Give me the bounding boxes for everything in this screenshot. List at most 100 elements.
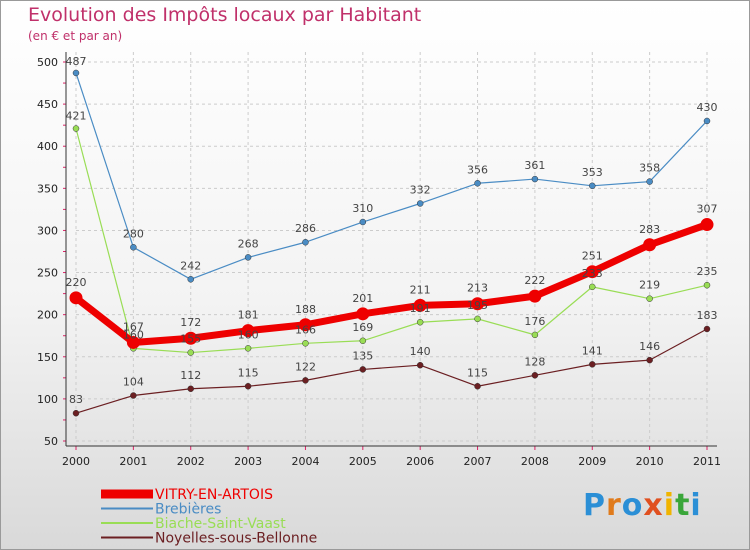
y-tick-label: 450 <box>37 98 58 111</box>
data-label: 195 <box>467 299 488 312</box>
data-point <box>585 265 599 279</box>
x-tick-label: 2007 <box>464 455 492 468</box>
y-tick-label: 350 <box>37 182 58 195</box>
data-label: 358 <box>639 162 660 175</box>
data-point <box>241 324 255 338</box>
data-point <box>416 361 424 369</box>
data-point <box>474 180 481 187</box>
data-point <box>589 283 596 291</box>
data-point <box>703 281 711 289</box>
series-line-2 <box>75 128 708 354</box>
data-point <box>244 345 252 352</box>
data-point <box>359 366 367 373</box>
data-point <box>359 337 367 345</box>
logo-letter: P <box>583 488 606 523</box>
data-point <box>302 340 309 347</box>
x-tick-label: 2005 <box>349 455 377 468</box>
data-label: 181 <box>238 309 259 322</box>
data-point <box>302 377 309 384</box>
data-label: 176 <box>524 315 545 328</box>
data-label: 146 <box>639 340 660 353</box>
data-point <box>646 178 653 185</box>
data-label: 169 <box>352 321 373 334</box>
data-label: 280 <box>123 227 144 240</box>
data-label: 220 <box>66 276 87 289</box>
data-point <box>471 297 485 311</box>
data-point <box>298 318 312 332</box>
x-tick-label: 2004 <box>291 455 319 468</box>
y-tick-label: 200 <box>37 309 58 322</box>
data-label: 213 <box>467 282 488 295</box>
x-tick-label: 2001 <box>119 455 147 468</box>
data-point <box>130 244 137 251</box>
data-label: 167 <box>123 320 144 333</box>
data-point <box>187 276 194 283</box>
logo-letter: t <box>675 488 691 523</box>
data-label: 307 <box>697 203 718 216</box>
data-point <box>244 383 252 390</box>
data-point <box>187 385 194 393</box>
data-label: 112 <box>180 369 201 382</box>
logo-letter: x <box>643 488 664 523</box>
data-label: 122 <box>295 360 316 373</box>
data-label: 172 <box>180 316 201 329</box>
series-layer <box>69 69 714 417</box>
axis-layer: 50 100 150 200 250 300 350 400 450 500 2000 2001 200… <box>37 52 721 468</box>
logo-letter: i <box>690 488 702 523</box>
data-label: 353 <box>582 166 603 179</box>
data-point <box>646 295 653 302</box>
data-point <box>72 125 80 132</box>
legend-entry: Noyelles-sous-Bellonne <box>155 531 317 547</box>
y-tick-label: 250 <box>37 267 58 280</box>
data-point <box>474 315 481 323</box>
data-point <box>244 254 252 261</box>
data-point <box>184 331 198 345</box>
data-label: 104 <box>123 376 144 389</box>
data-point <box>531 331 539 339</box>
legend-entry: VITRY-EN-ARTOIS <box>155 487 273 503</box>
data-point <box>359 218 367 226</box>
series-line-1 <box>75 72 708 280</box>
data-point <box>646 356 653 364</box>
data-label: 487 <box>66 55 87 68</box>
legend-entry: Biache-Saint-Vaast <box>155 516 286 532</box>
data-label: 310 <box>352 202 373 215</box>
data-point <box>130 392 137 399</box>
data-label: 191 <box>410 302 431 315</box>
data-point <box>531 372 539 379</box>
grid-layer <box>75 52 708 442</box>
y-tick-label: 150 <box>37 351 58 364</box>
data-label: 166 <box>295 323 316 336</box>
data-label: 421 <box>66 110 87 123</box>
x-tick-label: 2009 <box>578 455 606 468</box>
data-point <box>187 349 194 356</box>
data-label: 128 <box>524 355 545 368</box>
data-point <box>126 335 140 349</box>
x-tick-label: 2008 <box>521 455 549 468</box>
data-point <box>703 325 711 333</box>
series-line-3 <box>75 328 708 414</box>
y-tick-label: 500 <box>37 56 58 69</box>
chart-subtitle: (en € et par an) <box>28 29 123 43</box>
data-point <box>703 117 711 125</box>
data-point <box>531 175 539 183</box>
data-point <box>413 298 427 312</box>
proxiti-logo: Proxiti <box>583 488 702 523</box>
data-label: 356 <box>467 163 488 176</box>
data-label: 430 <box>697 101 718 114</box>
data-label: 183 <box>697 309 718 322</box>
data-point <box>302 238 309 246</box>
data-point <box>416 318 424 326</box>
y-tick-label: 400 <box>37 140 58 153</box>
data-label: 222 <box>524 274 545 287</box>
data-point <box>528 289 542 303</box>
data-label: 211 <box>410 283 431 296</box>
label-layer: 220 167 172 181 188 201 211 213 222 251 283 307 487 2… <box>66 55 718 406</box>
y-tick-label: 100 <box>37 393 58 406</box>
x-tick-label: 2010 <box>636 455 664 468</box>
y-tick-label: 50 <box>44 435 58 448</box>
data-label: 283 <box>639 223 660 236</box>
data-label: 135 <box>352 349 373 362</box>
